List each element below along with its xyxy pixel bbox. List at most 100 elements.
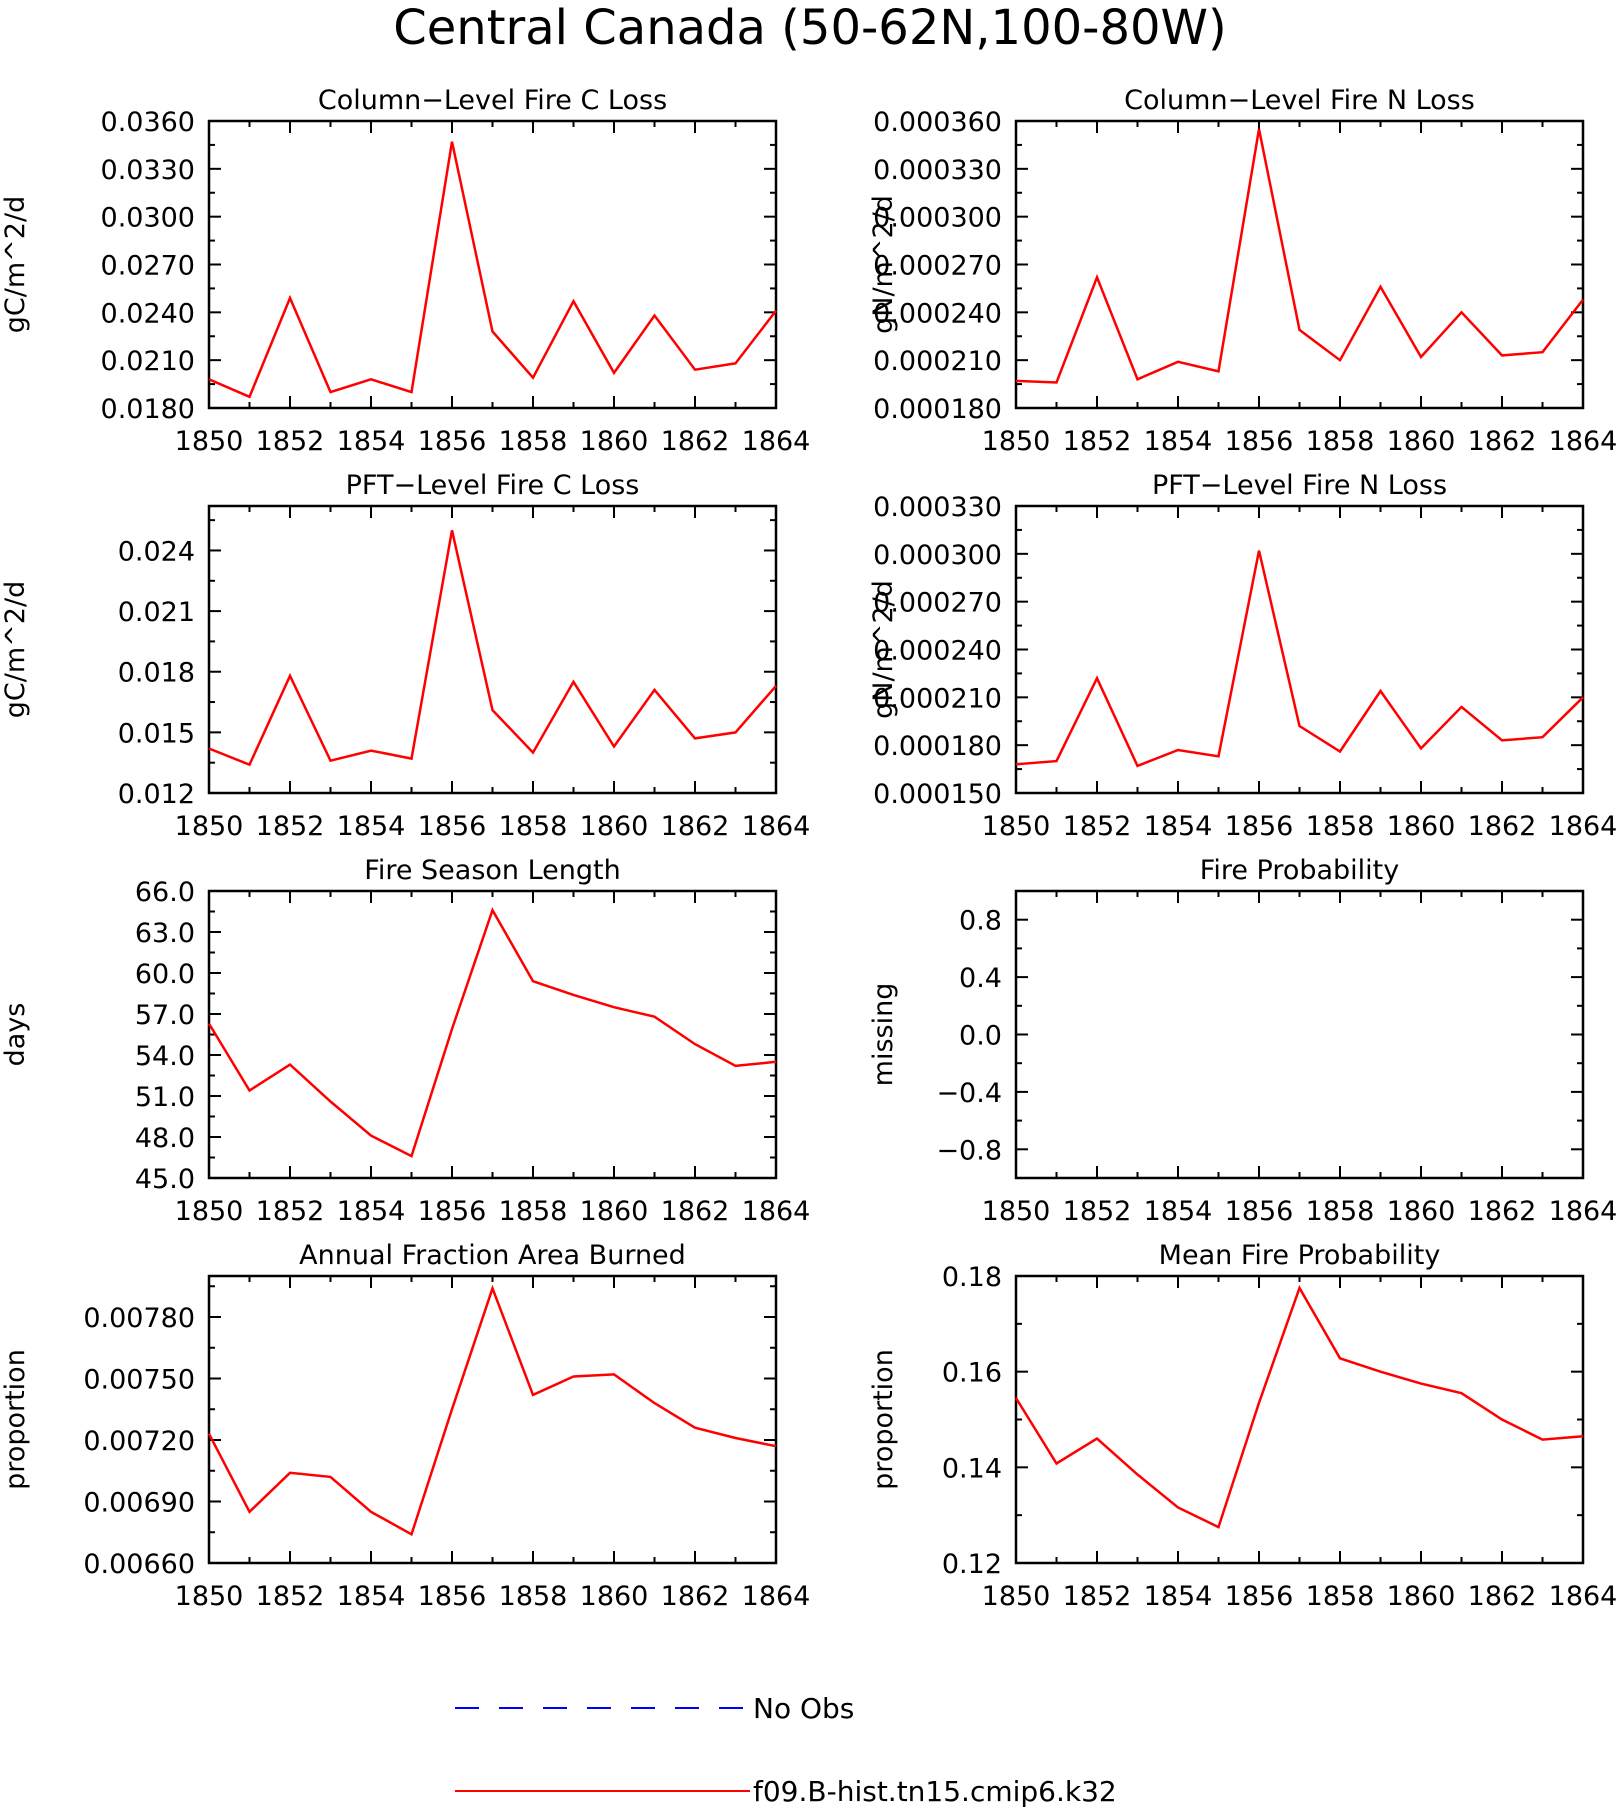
y-tick-label: 51.0 [135, 1082, 195, 1113]
x-tick-label: 1850 [982, 426, 1051, 457]
y-axis-label: proportion [0, 1349, 31, 1490]
x-tick-label: 1864 [1549, 1196, 1618, 1227]
chart-panel: 1850 1852 1854 1856 1858 1860 1862 1864 −0.8 −0.4… [868, 855, 1617, 1227]
panel-title: Mean Fire Probability [1159, 1240, 1441, 1271]
x-tick-label: 1858 [499, 1581, 568, 1612]
panel-title: PFT−Level Fire N Loss [1152, 470, 1447, 501]
y-tick-label: −0.8 [936, 1135, 1002, 1166]
y-axis-label: gN/m^2/d [868, 580, 899, 719]
y-tick-label: 0.015 [118, 718, 195, 749]
x-tick-label: 1856 [1225, 1196, 1294, 1227]
y-tick-label: 0.000300 [873, 540, 1002, 571]
y-tick-label: 0.4 [959, 963, 1002, 994]
x-tick-label: 1852 [1063, 811, 1132, 842]
x-tick-label: 1854 [337, 426, 406, 457]
x-tick-label: 1856 [1225, 426, 1294, 457]
chart-panel: 1850 1852 1854 1856 1858 1860 1862 1864 0.000180… [868, 85, 1617, 457]
legend: No Obs f09.B-hist.tn15.cmip6.k32 [455, 1692, 1117, 1808]
x-tick-label: 1856 [1225, 811, 1294, 842]
y-axis-label: days [0, 1003, 31, 1067]
plot-frame [207, 889, 778, 1180]
plot-frame [1014, 504, 1585, 795]
y-tick-label: 0.000360 [873, 107, 1002, 138]
panel-title: Annual Fraction Area Burned [299, 1240, 686, 1271]
x-tick-label: 1852 [256, 1581, 325, 1612]
y-tick-label: 0.00750 [83, 1365, 195, 1396]
x-tick-label: 1852 [256, 426, 325, 457]
y-axis-label: gN/m^2/d [868, 195, 899, 334]
x-tick-label: 1850 [982, 811, 1051, 842]
y-axis-label: missing [868, 983, 899, 1087]
x-tick-label: 1862 [1468, 1196, 1537, 1227]
chart-panel: 1850 1852 1854 1856 1858 1860 1862 1864 45.0 48.0… [0, 855, 810, 1227]
x-tick-label: 1862 [1468, 811, 1537, 842]
x-tick-label: 1854 [337, 811, 406, 842]
x-tick-label: 1862 [1468, 1581, 1537, 1612]
y-tick-label: 0.024 [118, 536, 195, 567]
chart-panel: 1850 1852 1854 1856 1858 1860 1862 1864 0.00660 0… [0, 1240, 810, 1612]
y-tick-label: 0.000300 [873, 203, 1002, 234]
x-tick-label: 1860 [1387, 1581, 1456, 1612]
y-tick-label: 0.000210 [873, 346, 1002, 377]
plot-frame [1014, 1274, 1585, 1565]
x-tick-label: 1862 [661, 811, 730, 842]
y-tick-label: 0.12 [942, 1549, 1002, 1580]
x-tick-label: 1858 [499, 811, 568, 842]
y-axis-label: gC/m^2/d [0, 581, 31, 718]
x-tick-label: 1852 [1063, 1581, 1132, 1612]
y-tick-label: 48.0 [135, 1123, 195, 1154]
y-tick-label: 0.000240 [873, 298, 1002, 329]
series-line [208, 530, 777, 767]
x-tick-label: 1860 [1387, 811, 1456, 842]
y-tick-label: 0.0210 [101, 346, 195, 377]
plot-frame [1014, 119, 1585, 410]
x-tick-label: 1860 [580, 811, 649, 842]
x-tick-label: 1850 [982, 1581, 1051, 1612]
x-tick-label: 1850 [175, 1581, 244, 1612]
x-tick-label: 1854 [1144, 426, 1213, 457]
x-tick-label: 1852 [1063, 426, 1132, 457]
panel-title: Column−Level Fire N Loss [1124, 85, 1475, 116]
x-tick-label: 1864 [1549, 1581, 1618, 1612]
y-tick-label: 0.000150 [873, 779, 1002, 810]
x-tick-label: 1850 [982, 1196, 1051, 1227]
x-tick-label: 1850 [175, 811, 244, 842]
x-tick-label: 1854 [1144, 1581, 1213, 1612]
series-line [208, 141, 777, 399]
x-tick-label: 1852 [256, 1196, 325, 1227]
y-tick-label: 0.00720 [83, 1426, 195, 1457]
y-tick-label: 0.000270 [873, 251, 1002, 282]
y-tick-label: 0.14 [942, 1453, 1002, 1484]
y-tick-label: 66.0 [135, 877, 195, 908]
x-tick-label: 1860 [580, 1196, 649, 1227]
y-tick-label: 0.8 [959, 906, 1002, 937]
y-tick-label: 0.16 [942, 1358, 1002, 1389]
legend-label-model: f09.B-hist.tn15.cmip6.k32 [753, 1775, 1117, 1808]
x-tick-label: 1856 [418, 426, 487, 457]
series-line [1015, 128, 1584, 384]
x-tick-label: 1862 [661, 1581, 730, 1612]
y-axis-label: gC/m^2/d [0, 196, 31, 333]
x-tick-label: 1858 [1306, 811, 1375, 842]
x-tick-label: 1858 [499, 1196, 568, 1227]
x-tick-label: 1860 [580, 1581, 649, 1612]
x-tick-label: 1850 [175, 426, 244, 457]
series-line [207, 1284, 777, 1537]
y-tick-label: 0.000330 [873, 492, 1002, 523]
y-tick-label: 0.021 [118, 597, 195, 628]
x-tick-label: 1864 [1549, 426, 1618, 457]
y-tick-label: 60.0 [135, 959, 195, 990]
y-tick-label: 57.0 [135, 1000, 195, 1031]
y-tick-label: 0.00660 [83, 1549, 195, 1580]
chart-panel: 1850 1852 1854 1856 1858 1860 1862 1864 0.12 0.14… [868, 1240, 1617, 1612]
y-tick-label: 63.0 [135, 918, 195, 949]
x-tick-label: 1852 [1063, 1196, 1132, 1227]
series-line [1014, 1285, 1584, 1529]
x-tick-label: 1854 [1144, 811, 1213, 842]
y-tick-label: 0.0270 [101, 251, 195, 282]
y-tick-label: 0.000240 [873, 636, 1002, 667]
y-tick-label: 0.012 [118, 779, 195, 810]
y-tick-label: −0.4 [936, 1078, 1002, 1109]
x-tick-label: 1864 [742, 1581, 811, 1612]
